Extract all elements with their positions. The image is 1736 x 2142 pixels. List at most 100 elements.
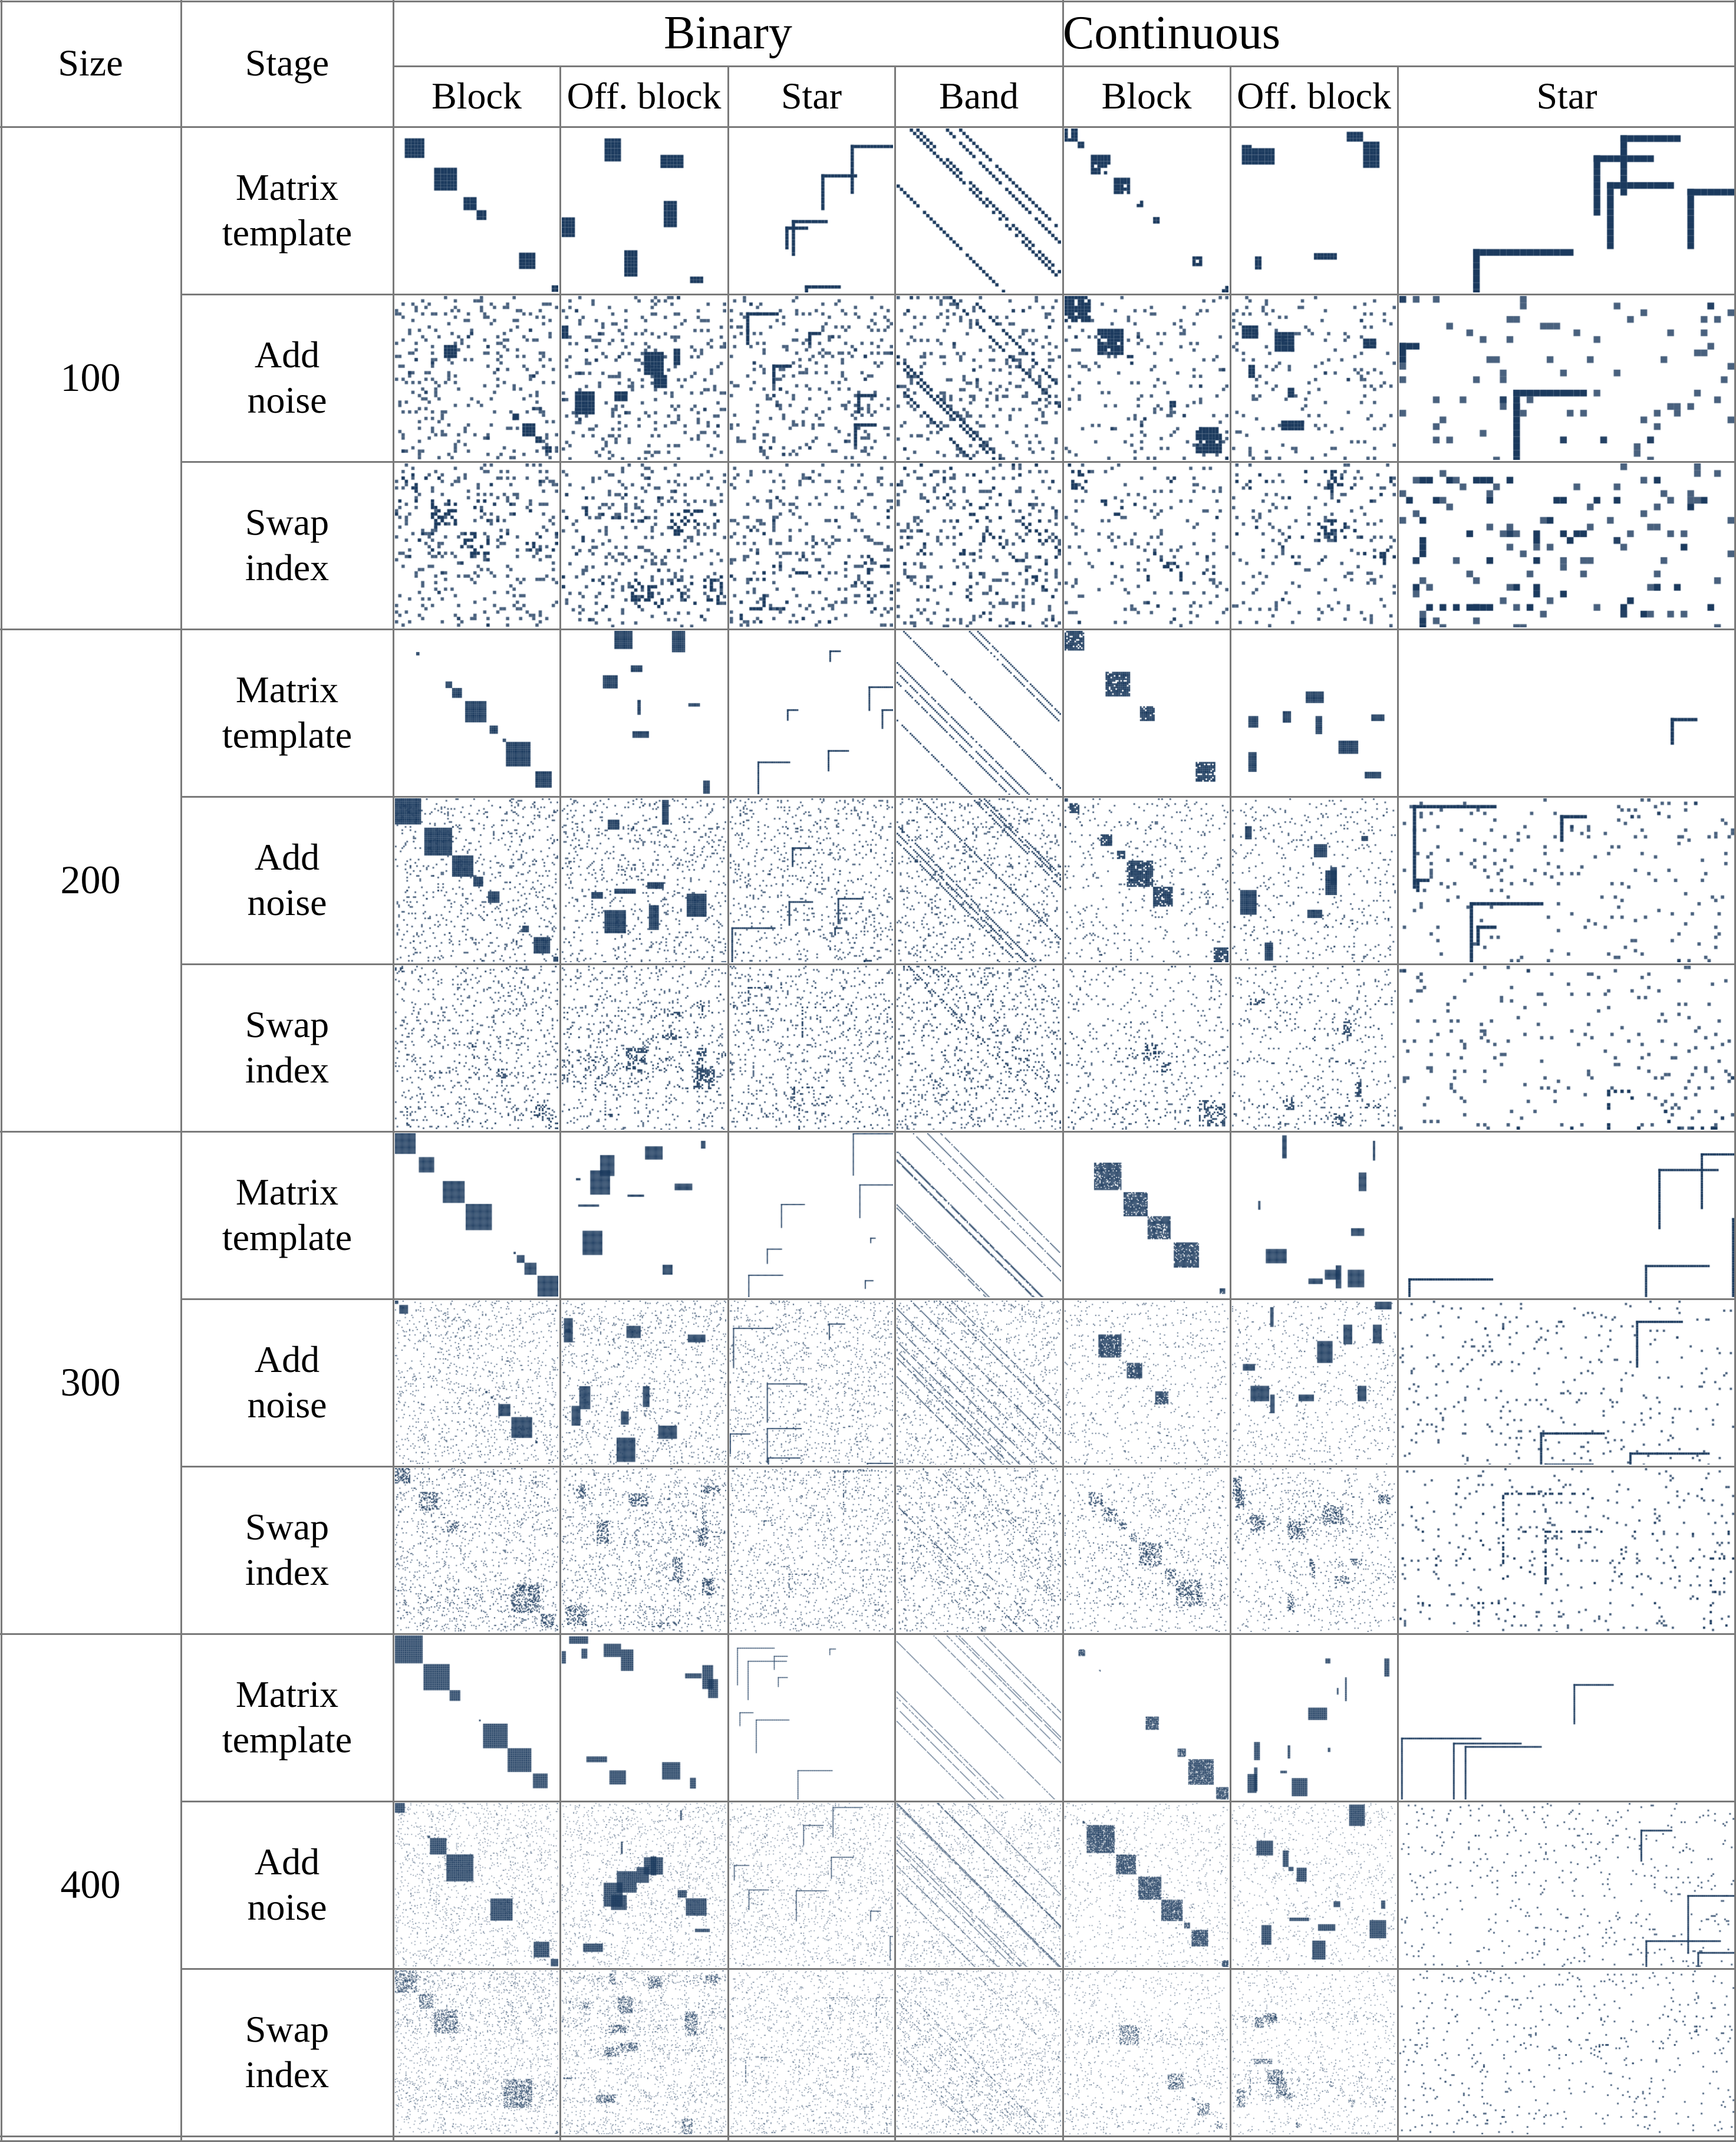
stage-label: Matrix template [222, 669, 353, 756]
grid-line [181, 1466, 1736, 1468]
size-label: 300 [60, 1360, 121, 1405]
matrix-thumbnail-binary-star [730, 1970, 893, 2134]
matrix-thumbnail-binary-block [395, 129, 558, 292]
matrix-thumbnail-binary-star [730, 1803, 893, 1967]
matrix-thumbnail-continuous-off-block [1232, 1636, 1396, 1799]
matrix-thumbnail-continuous-block [1065, 1970, 1228, 2134]
matrix-thumbnail-continuous-block [1065, 966, 1228, 1130]
matrix-thumbnail-continuous-off-block [1232, 463, 1396, 627]
matrix-thumbnail-binary-band [897, 1133, 1061, 1297]
matrix-thumbnail-continuous-star [1399, 631, 1734, 795]
stage-label: Add noise [247, 334, 327, 421]
matrix-thumbnail-binary-off-block [562, 798, 726, 962]
matrix-thumbnail-continuous-off-block [1232, 296, 1396, 460]
matrix-thumbnail-binary-band [897, 463, 1061, 627]
grid-line [1397, 66, 1399, 2142]
matrix-thumbnail-continuous-block [1065, 1468, 1228, 1632]
grid-line [181, 1968, 1736, 1970]
grid-line [181, 294, 1736, 295]
matrix-thumbnail-binary-block [395, 1970, 558, 2134]
pattern-header-continuous-1: Block [1101, 75, 1192, 117]
stage-label: Swap index [245, 1003, 330, 1091]
matrix-thumbnail-binary-block [395, 966, 558, 1130]
grid-line [181, 1298, 1736, 1300]
grid-line [1062, 0, 1064, 2142]
matrix-thumbnail-continuous-off-block [1232, 1803, 1396, 1967]
matrix-thumbnail-continuous-block [1065, 1133, 1228, 1297]
matrix-thumbnail-binary-off-block [562, 631, 726, 795]
matrix-thumbnail-continuous-star [1399, 129, 1734, 292]
matrix-thumbnail-binary-off-block [562, 296, 726, 460]
matrix-thumbnail-continuous-off-block [1232, 798, 1396, 962]
matrix-thumbnail-binary-off-block [562, 1636, 726, 1799]
matrix-thumbnail-binary-band [897, 1803, 1061, 1967]
matrix-thumbnail-continuous-block [1065, 1636, 1228, 1799]
grid-line [181, 1801, 1736, 1802]
grid-line [180, 0, 182, 2142]
matrix-thumbnail-binary-block [395, 1468, 558, 1632]
matrix-thumbnail-binary-block [395, 1803, 558, 1967]
matrix-thumbnail-binary-block [395, 1301, 558, 1465]
matrix-thumbnail-binary-band [897, 1468, 1061, 1632]
matrix-thumbnail-binary-star [730, 296, 893, 460]
grid-line [1230, 66, 1231, 2142]
grid-line [0, 126, 1736, 128]
grid-line [894, 66, 896, 2142]
pattern-header-continuous-2: Off. block [1237, 75, 1391, 117]
matrix-thumbnail-binary-off-block [562, 129, 726, 292]
matrix-thumbnail-continuous-block [1065, 1301, 1228, 1465]
pattern-header-continuous-3: Star [1536, 75, 1597, 117]
grid-line [393, 0, 394, 2142]
size-label: 100 [60, 355, 121, 400]
grid-line [0, 1, 1736, 2]
matrix-thumbnail-continuous-star [1399, 1636, 1734, 1799]
grid-line [0, 1131, 1736, 1133]
matrix-thumbnail-binary-off-block [562, 1301, 726, 1465]
matrix-thumbnail-binary-band [897, 798, 1061, 962]
size-column-header: Size [58, 42, 123, 84]
matrix-thumbnail-continuous-off-block [1232, 1970, 1396, 2134]
grid-line [0, 2136, 1736, 2137]
matrix-thumbnail-continuous-star [1399, 1468, 1734, 1632]
matrix-thumbnail-binary-star [730, 1636, 893, 1799]
matrix-thumbnail-continuous-off-block [1232, 1133, 1396, 1297]
matrix-thumbnail-binary-band [897, 631, 1061, 795]
matrix-thumbnail-continuous-block [1065, 296, 1228, 460]
matrix-thumbnail-binary-band [897, 1970, 1061, 2134]
matrix-thumbnail-binary-star [730, 1133, 893, 1297]
matrix-thumbnail-continuous-star [1399, 1133, 1734, 1297]
matrix-thumbnail-binary-star [730, 1468, 893, 1632]
size-label: 400 [60, 1862, 121, 1907]
stage-label: Matrix template [222, 1171, 353, 1258]
stage-label: Swap index [245, 1506, 330, 1593]
matrix-thumbnail-binary-band [897, 1301, 1061, 1465]
stage-label: Add noise [247, 1841, 327, 1928]
matrix-thumbnail-binary-off-block [562, 966, 726, 1130]
matrix-thumbnail-continuous-block [1065, 129, 1228, 292]
matrix-thumbnail-binary-star [730, 798, 893, 962]
stage-label: Matrix template [222, 166, 353, 254]
matrix-thumbnail-binary-band [897, 129, 1061, 292]
matrix-thumbnail-continuous-off-block [1232, 1301, 1396, 1465]
matrix-thumbnail-binary-band [897, 1636, 1061, 1799]
group-header-continuous: Continuous [1063, 7, 1280, 59]
matrix-thumbnail-binary-block [395, 1636, 558, 1799]
matrix-thumbnail-continuous-star [1399, 1970, 1734, 2134]
stage-label: Swap index [245, 501, 330, 588]
grid-line [181, 461, 1736, 463]
matrix-thumbnail-binary-block [395, 1133, 558, 1297]
matrix-thumbnail-continuous-block [1065, 463, 1228, 627]
grid-line [0, 629, 1736, 630]
matrix-thumbnail-binary-off-block [562, 1133, 726, 1297]
grid-line [1734, 0, 1736, 2142]
matrix-thumbnail-binary-block [395, 798, 558, 962]
grid-line [181, 963, 1736, 965]
stage-label: Swap index [245, 2008, 330, 2095]
matrix-thumbnail-binary-band [897, 296, 1061, 460]
grid-line [727, 66, 729, 2142]
stage-label: Matrix template [222, 1673, 353, 1761]
matrix-thumbnail-continuous-star [1399, 463, 1734, 627]
grid-line [0, 2140, 1736, 2142]
matrix-thumbnail-binary-off-block [562, 1803, 726, 1967]
matrix-thumbnail-continuous-off-block [1232, 129, 1396, 292]
